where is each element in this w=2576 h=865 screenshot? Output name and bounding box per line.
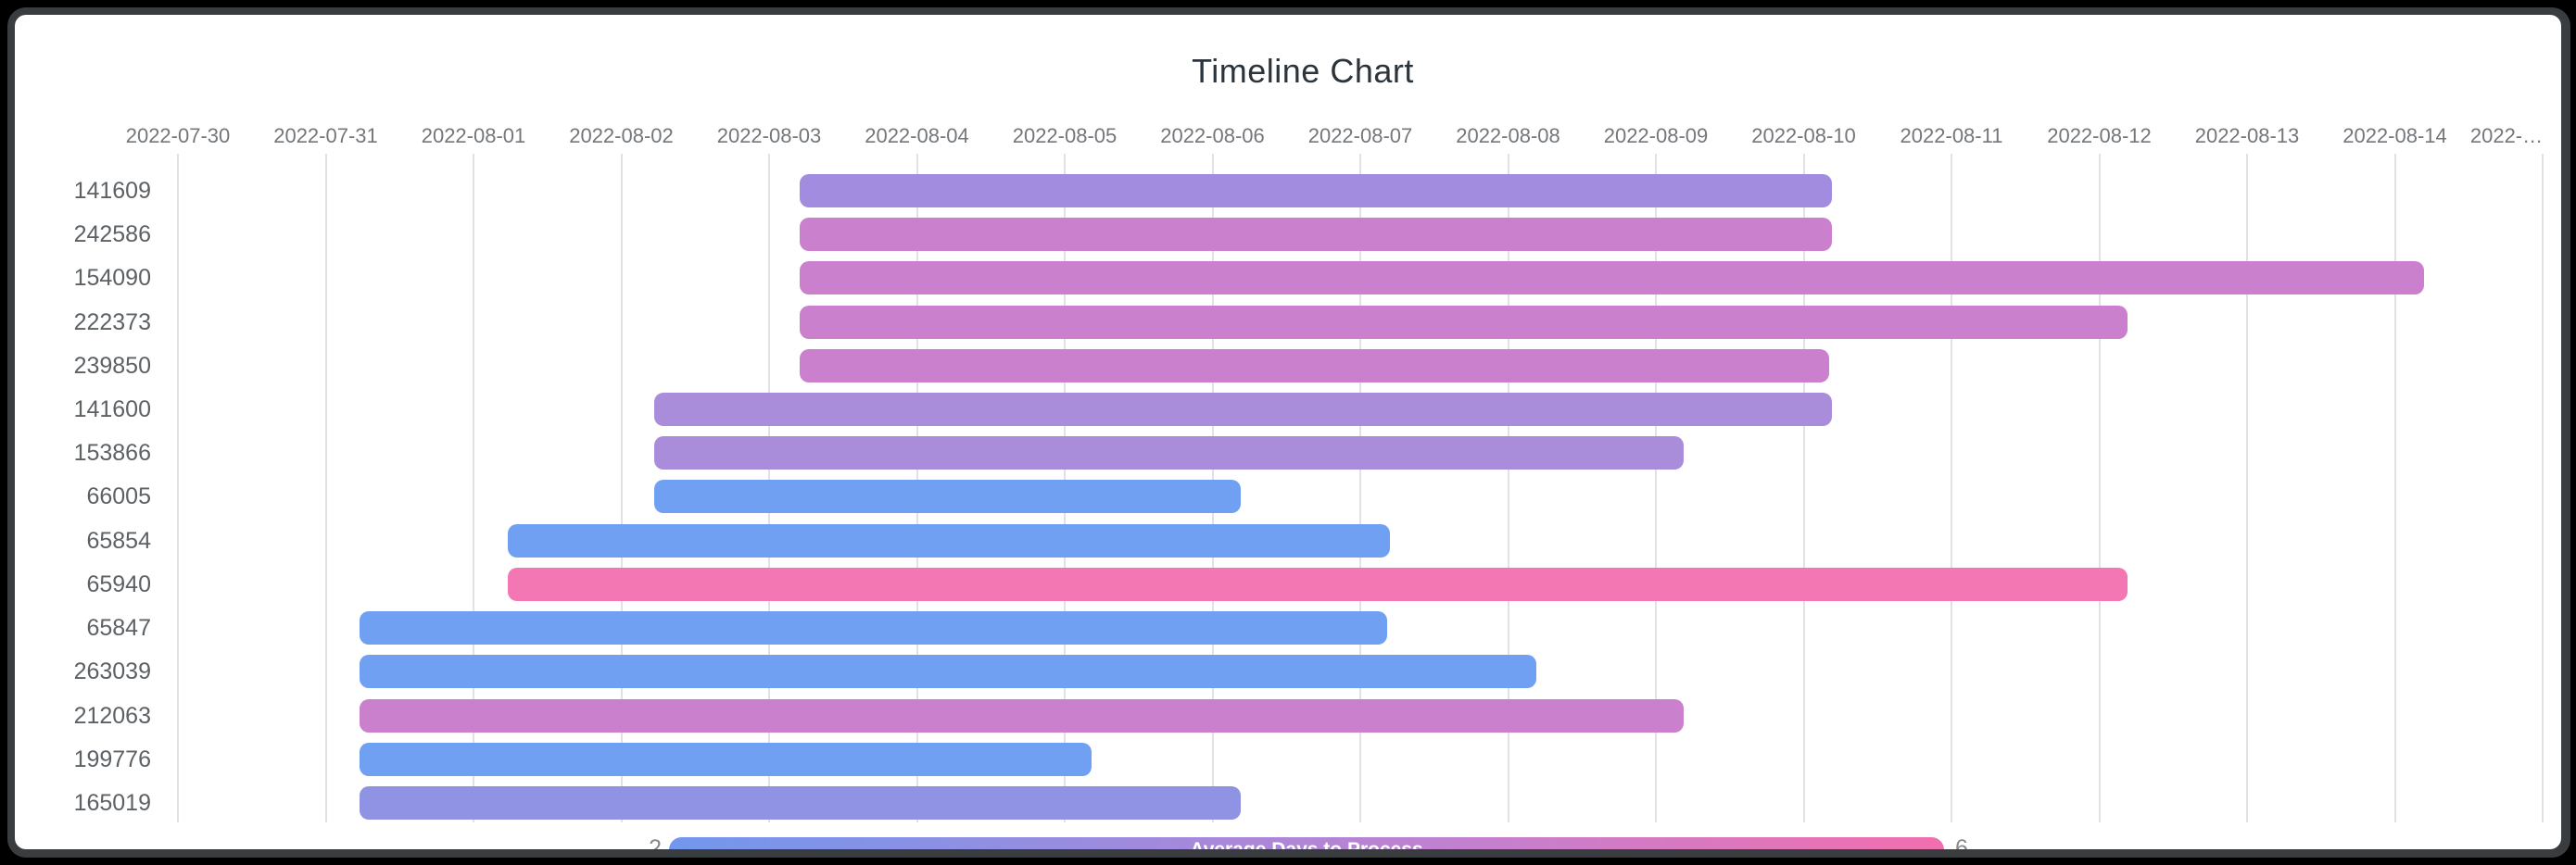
x-axis-tick-label: 2022-08-09 <box>1603 124 1709 147</box>
x-axis-tick-label: 2022-08-13 <box>2194 124 2300 147</box>
x-axis-tick-label: 2022-08-01 <box>421 124 526 147</box>
row-label: 263039 <box>73 658 151 685</box>
x-axis-tick-label: 2022-08-03 <box>716 124 822 147</box>
row-label: 153866 <box>73 440 151 467</box>
x-axis-tick-label: 2022-08-06 <box>1160 124 1265 147</box>
timeline-bar[interactable] <box>653 393 1832 427</box>
timeline-bar[interactable] <box>800 218 1832 252</box>
timeline-bar[interactable] <box>360 611 1387 646</box>
x-axis-tick-label: 2022-08-05 <box>1012 124 1118 147</box>
legend-gradient-bar <box>669 837 1944 849</box>
x-axis-tick-label: 2022-08-10 <box>1751 124 1856 147</box>
chart-card: Timeline Chart 2022-07-30 2022-07-31 2022-… <box>15 15 2561 849</box>
x-gridline <box>1359 154 1361 822</box>
chart-title: Timeline Chart <box>1192 52 1414 90</box>
row-label: 199776 <box>73 746 151 772</box>
timeline-bar[interactable] <box>360 698 1685 733</box>
row-label: 65854 <box>86 527 151 554</box>
timeline-bar[interactable] <box>360 655 1536 689</box>
x-gridline <box>2393 154 2396 822</box>
timeline-bar[interactable] <box>360 742 1092 776</box>
timeline-bar[interactable] <box>800 348 1829 382</box>
x-axis-tick-label: 2022-08-14 <box>2342 124 2447 147</box>
row-label: 66005 <box>86 483 151 510</box>
x-axis-tick-label: 2022-… <box>2469 124 2544 147</box>
x-axis-tick-label: 2022-08-07 <box>1307 124 1413 147</box>
timeline-bar[interactable] <box>507 523 1390 558</box>
x-axis-tick-label: 2022-08-11 <box>1900 124 2003 147</box>
timeline-bar[interactable] <box>800 174 1832 207</box>
legend-label: Average Days to Process <box>669 837 1944 849</box>
x-gridline <box>177 154 179 822</box>
x-axis-tick-label: 2022-08-08 <box>1456 124 1560 147</box>
row-label: 141609 <box>73 178 151 204</box>
timeline-bar[interactable] <box>507 567 2128 601</box>
x-axis-tick-label: 2022-07-31 <box>273 124 378 147</box>
row-label: 165019 <box>73 789 151 816</box>
timeline-bar[interactable] <box>800 305 2128 339</box>
x-gridline <box>2246 154 2248 822</box>
x-gridline <box>1507 154 1509 822</box>
timeline-bar[interactable] <box>653 436 1685 470</box>
x-gridline <box>473 154 474 822</box>
row-label: 239850 <box>73 352 151 379</box>
legend-min-value: 2 <box>649 835 662 849</box>
x-gridline <box>1951 154 1952 822</box>
timeline-bar[interactable] <box>653 480 1241 514</box>
x-gridline <box>2542 154 2544 822</box>
row-label: 212063 <box>73 702 151 729</box>
legend-max-value: 6 <box>1955 835 1968 849</box>
x-gridline <box>1802 154 1805 822</box>
row-label: 222373 <box>73 308 151 335</box>
x-gridline <box>2098 154 2101 822</box>
row-label: 154090 <box>73 265 151 292</box>
timeline-bar[interactable] <box>360 785 1241 820</box>
x-gridline <box>620 154 623 822</box>
timeline-bar[interactable] <box>800 261 2425 295</box>
x-axis-tick-label: 2022-08-04 <box>865 124 969 147</box>
x-axis-tick-label: 2022-08-02 <box>569 124 674 147</box>
x-axis-tick-label: 2022-08-12 <box>2047 124 2152 147</box>
row-label: 141600 <box>73 396 151 423</box>
x-gridline <box>1655 154 1657 822</box>
x-axis-tick-label: 2022-07-30 <box>125 124 231 147</box>
x-gridline <box>324 154 327 822</box>
row-label: 65847 <box>86 615 151 642</box>
row-label: 242586 <box>73 221 151 248</box>
row-label: 65940 <box>86 570 151 597</box>
